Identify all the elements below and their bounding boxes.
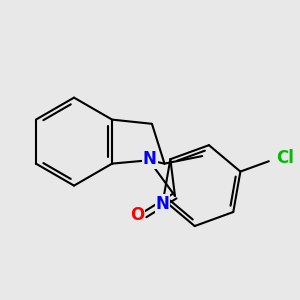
Text: N: N — [143, 150, 157, 168]
Text: O: O — [130, 206, 144, 224]
Text: Cl: Cl — [276, 149, 294, 167]
Text: N: N — [155, 195, 169, 213]
